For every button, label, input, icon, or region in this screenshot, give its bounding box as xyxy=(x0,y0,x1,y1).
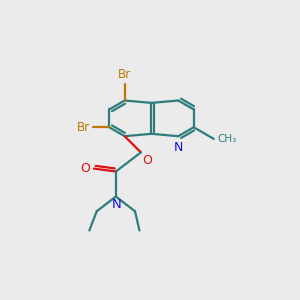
Text: O: O xyxy=(80,162,90,175)
Text: O: O xyxy=(142,154,152,167)
Text: N: N xyxy=(112,198,121,211)
Text: Br: Br xyxy=(118,68,131,81)
Text: N: N xyxy=(174,142,184,154)
Text: CH₃: CH₃ xyxy=(217,134,237,144)
Text: Br: Br xyxy=(76,121,89,134)
